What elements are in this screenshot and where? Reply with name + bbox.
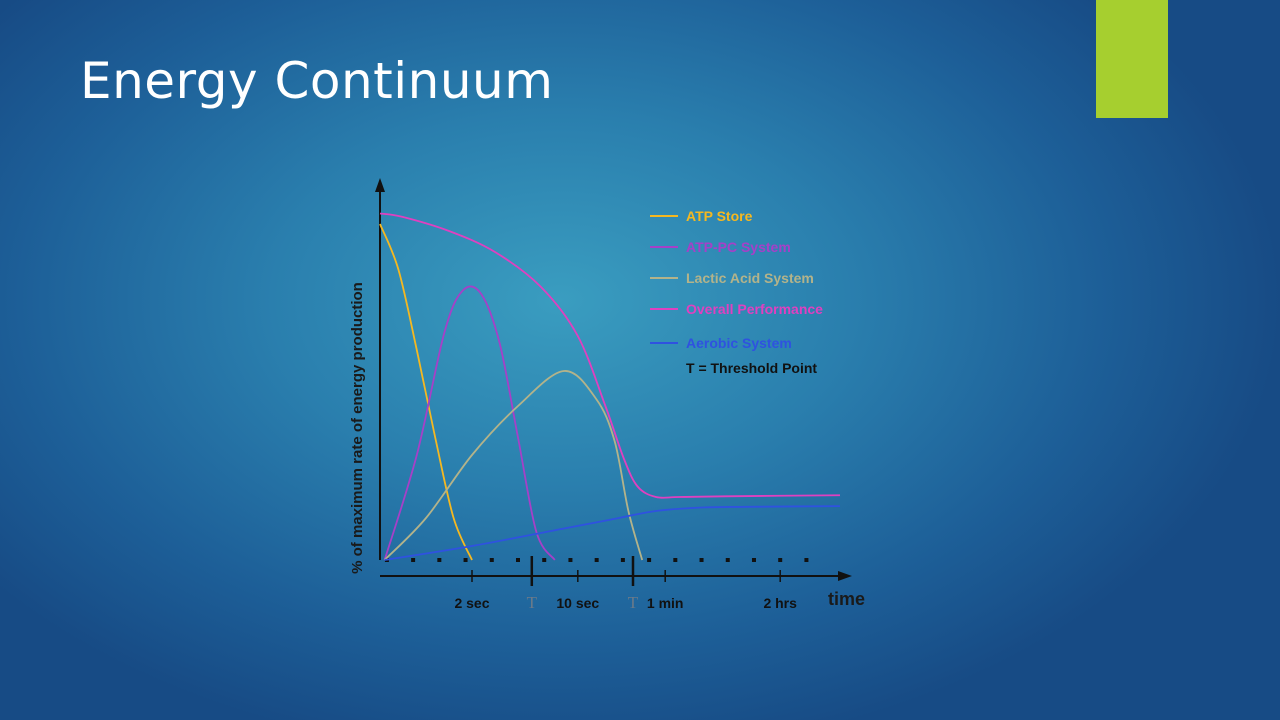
- accent-bar: [1096, 0, 1168, 118]
- x-tick-label: 2 hrs: [763, 595, 797, 611]
- baseline-dot: [463, 558, 468, 562]
- baseline-dot: [778, 558, 783, 562]
- x-tick-label: 10 sec: [556, 595, 599, 611]
- series-line-aerobic-system: [384, 505, 841, 561]
- x-axis-label: time: [828, 589, 865, 609]
- legend-label-atp-store: ATP Store: [686, 208, 753, 224]
- baseline-dot: [647, 558, 652, 562]
- baseline-dot: [725, 558, 730, 562]
- x-tick-label: 2 sec: [454, 595, 489, 611]
- threshold-label: T: [628, 593, 639, 612]
- baseline-dot: [620, 558, 625, 562]
- baseline-dot: [568, 558, 573, 562]
- series-line-lactic-acid-system: [383, 370, 644, 561]
- baseline-dot: [411, 558, 416, 562]
- baseline-dot: [437, 558, 442, 562]
- x-tick-label: 1 min: [647, 595, 684, 611]
- series-line-atp-store: [379, 223, 473, 561]
- series-line-overall-performance: [379, 212, 841, 499]
- x-axis-arrow: [838, 571, 852, 581]
- y-axis-arrow: [375, 178, 385, 192]
- baseline-dot: [594, 558, 599, 562]
- y-axis-label: % of maximum rate of energy production: [349, 282, 366, 574]
- baseline-dot: [804, 558, 809, 562]
- legend-label-overall-performance: Overall Performance: [686, 301, 823, 317]
- energy-continuum-chart: T T 2 sec 10 sec 1 min 2 hrs ATP Store ATP-PC…: [349, 178, 865, 612]
- baseline-dot: [542, 558, 547, 562]
- baseline-dot: [489, 558, 494, 562]
- baseline-dot: [699, 558, 704, 562]
- slide-title: Energy Continuum: [80, 52, 554, 110]
- legend-label-lactic-acid-system: Lactic Acid System: [686, 270, 814, 286]
- baseline-dot: [516, 558, 520, 562]
- baseline-dot: [673, 558, 678, 562]
- baseline-dot: [751, 558, 756, 562]
- legend-label-atp-pc-system: ATP-PC System: [686, 239, 791, 255]
- threshold-label: T: [527, 593, 538, 612]
- legend-label-aerobic-system: Aerobic System: [686, 335, 792, 351]
- legend-note: T = Threshold Point: [686, 360, 817, 376]
- series-line-atp-pc-system: [383, 285, 556, 561]
